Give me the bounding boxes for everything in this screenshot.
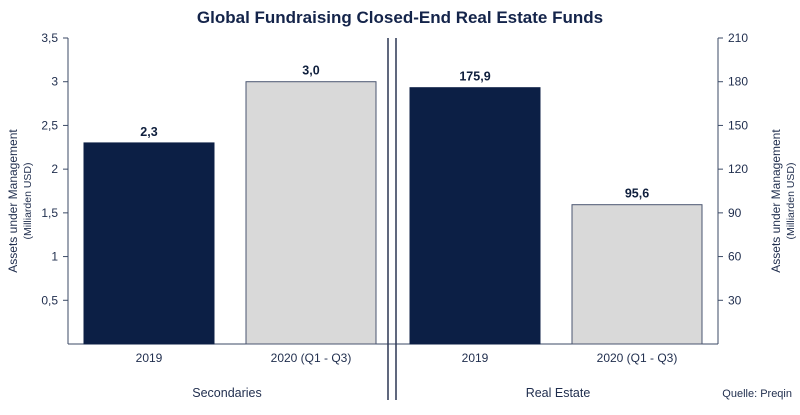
data-label: 95,6 (625, 187, 649, 201)
source-note: Quelle: Preqin (722, 388, 792, 400)
bar (571, 204, 703, 345)
data-label: 2,3 (140, 125, 157, 139)
panel-label: Secondaries (192, 386, 262, 400)
bar (83, 142, 215, 345)
y-tick-label: 210 (728, 31, 748, 45)
y-tick-label: 2 (51, 162, 58, 176)
chart-title: Global Fundraising Closed-End Real Estat… (197, 8, 603, 27)
bar (409, 87, 541, 345)
x-tick-label: 2020 (Q1 - Q3) (597, 351, 678, 365)
data-label: 175,9 (459, 70, 490, 84)
x-tick-label: 2019 (462, 351, 489, 365)
y-axis-label: Assets under Management (6, 129, 20, 273)
y-tick-label: 150 (728, 118, 748, 132)
y-axis-label: Assets under Management (769, 129, 783, 273)
x-tick-label: 2020 (Q1 - Q3) (271, 351, 352, 365)
data-label: 3,0 (302, 64, 319, 78)
y-tick-label: 60 (728, 250, 742, 264)
y-tick-label: 120 (728, 162, 748, 176)
y-tick-label: 30 (728, 293, 742, 307)
y-axis-sublabel: (Milliarden USD) (22, 162, 34, 239)
bar (245, 81, 377, 345)
y-tick-label: 3,5 (41, 31, 58, 45)
y-tick-label: 1 (51, 250, 58, 264)
y-tick-label: 2,5 (41, 118, 58, 132)
y-tick-label: 90 (728, 206, 742, 220)
y-tick-label: 0,5 (41, 293, 58, 307)
panel-label: Real Estate (526, 386, 591, 400)
x-tick-label: 2019 (136, 351, 163, 365)
y-axis-sublabel: (Milliarden USD) (785, 162, 797, 239)
y-tick-label: 180 (728, 75, 748, 89)
y-tick-label: 3 (51, 75, 58, 89)
y-tick-label: 1,5 (41, 206, 58, 220)
